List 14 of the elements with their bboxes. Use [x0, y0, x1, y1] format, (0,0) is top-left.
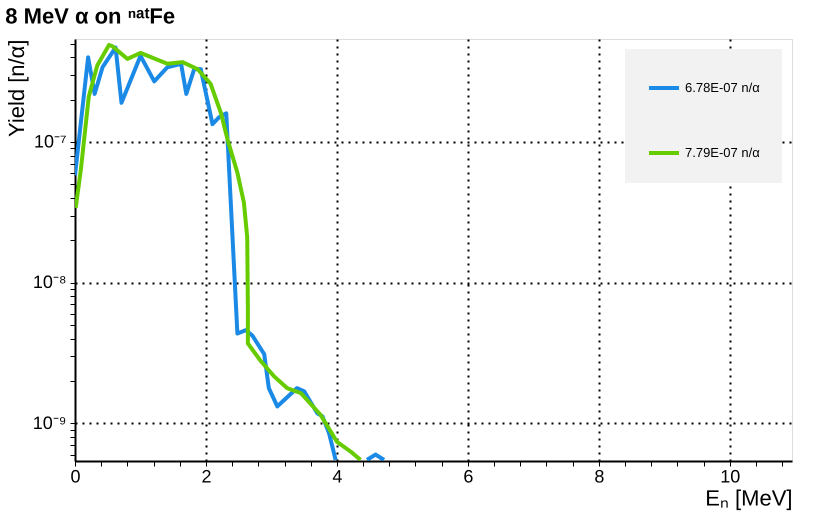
legend-label: 6.78E-07 n/α [685, 80, 760, 95]
x-tick-label: 10 [720, 466, 740, 486]
x-tick-label: 8 [594, 466, 604, 486]
y-tick-label: 10⁻⁹ [32, 412, 66, 433]
legend-label: 7.79E-07 n/α [685, 145, 760, 160]
y-tick-label: 10⁻⁸ [32, 272, 66, 292]
x-axis-title: Eₙ [MeV] [705, 486, 792, 510]
x-tick-label: 2 [201, 466, 212, 486]
x-tick-label: 6 [463, 466, 474, 486]
x-tick-label: 4 [332, 466, 342, 486]
chart-title: 8 MeV α on ⁿᵃᵗFe [5, 4, 176, 29]
y-axis-title: Yield [n/α] [4, 40, 29, 138]
x-tick-label: 0 [70, 466, 81, 486]
y-tick-label: 10⁻⁷ [34, 132, 66, 152]
